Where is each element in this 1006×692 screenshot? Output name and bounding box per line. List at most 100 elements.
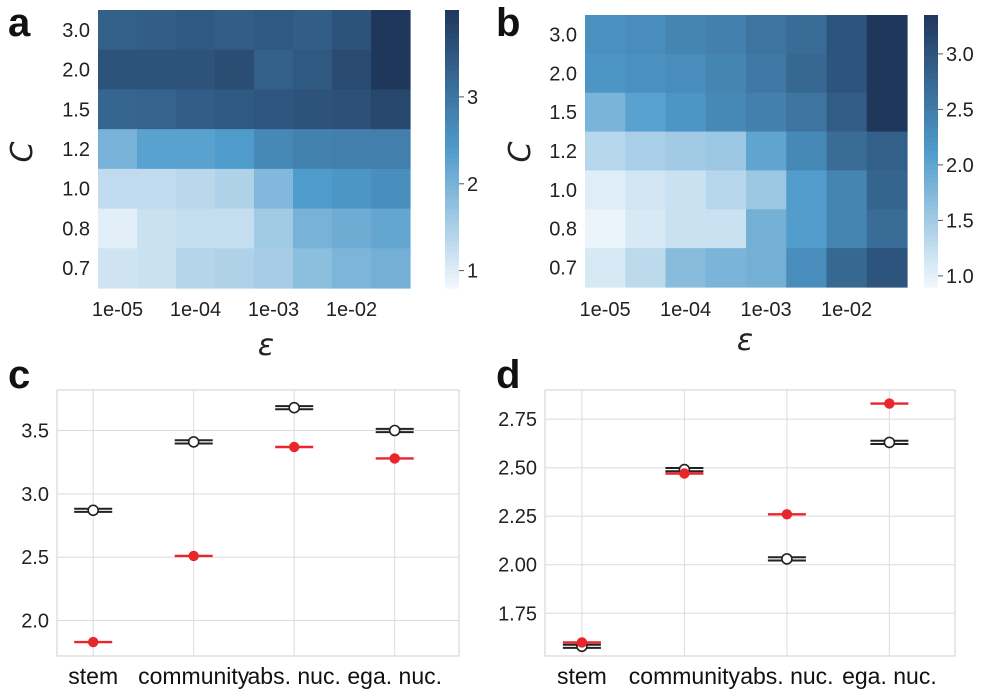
heatmap-cell	[371, 168, 411, 210]
colorbar-segment	[924, 214, 938, 220]
y-tick-label: 1.0	[62, 179, 90, 201]
colorbar-segment	[445, 111, 459, 118]
colorbar-segment	[445, 209, 459, 215]
x-tick-label: 1e-04	[660, 299, 711, 321]
heatmap-cell	[254, 129, 294, 170]
heatmap-cell	[585, 92, 626, 133]
heatmap-cell	[826, 15, 868, 55]
colorbar-tick-label: 1.0	[946, 266, 974, 288]
colorbar-tick-label: 3	[467, 87, 478, 109]
colorbar-segment	[924, 219, 938, 225]
colorbar-segment	[924, 73, 938, 80]
colorbar-segment	[924, 101, 938, 107]
colorbar-segment	[445, 264, 459, 271]
colorbar-segment	[445, 70, 459, 76]
colorbar-segment	[445, 167, 459, 173]
colorbar-segment	[924, 37, 938, 43]
heatmap-cell	[826, 53, 868, 94]
heatmap-cell	[625, 53, 667, 94]
heatmap-cell	[371, 89, 411, 130]
heatmap-cell	[215, 10, 255, 51]
heatmap-cell	[98, 129, 138, 170]
colorbar-segment	[445, 204, 459, 210]
heatmap-cell	[215, 89, 255, 130]
heatmap-cell	[176, 49, 216, 91]
y-tick-label: 2.25	[498, 506, 537, 528]
heatmap-cell	[137, 248, 177, 289]
y-tick-label: 1.2	[549, 141, 577, 163]
colorbar-segment	[924, 55, 938, 61]
colorbar-segment	[924, 196, 938, 202]
heatmap-cell	[786, 131, 828, 172]
x-tick-label: 1e-02	[821, 299, 872, 321]
heatmap-cell	[332, 248, 372, 289]
heatmap-cell	[746, 15, 787, 55]
colorbar-segment	[924, 87, 938, 93]
colorbar-segment	[924, 51, 938, 57]
heatmap-cell	[176, 89, 216, 130]
colorbar-segment	[924, 137, 938, 143]
heatmap-cell	[332, 208, 372, 249]
colorbar-segment	[924, 209, 938, 216]
colorbar-segment	[924, 191, 938, 197]
colorbar-segment	[445, 186, 459, 192]
heatmap-cell	[215, 49, 255, 91]
colorbar-segment	[924, 146, 938, 152]
heatmap-cell	[786, 170, 828, 210]
heatmap-cell	[826, 170, 868, 210]
colorbar-segment	[445, 250, 459, 257]
heatmap-cell	[826, 248, 868, 288]
heatmap-cell	[332, 89, 372, 130]
heatmap-cell	[665, 209, 707, 249]
colorbar-segment	[924, 92, 938, 98]
heatmap-cell	[746, 53, 787, 94]
colorbar-segment	[445, 153, 459, 159]
colorbar-segment	[445, 102, 459, 108]
heatmap-cell	[585, 248, 626, 288]
colorbar-segment	[445, 98, 459, 104]
x-axis-label: ε	[737, 323, 753, 358]
heatmap-cell	[254, 168, 294, 210]
heatmap-cell	[705, 209, 747, 249]
heatmap-cell	[665, 92, 707, 133]
heatmap-cell	[215, 208, 255, 249]
heatmap-cell	[705, 53, 747, 94]
panel-a: 3.0 2.0 1.5 1.2 1.0 0.8 0.71e-05 1e-04 1e-03 1e-0…	[5, 10, 478, 363]
colorbar-segment	[445, 79, 459, 85]
x-tick-label: 1e-03	[248, 299, 299, 321]
heatmap-cell	[332, 10, 372, 51]
heatmap-cell	[625, 131, 667, 172]
colorbar-segment	[924, 141, 938, 148]
category-label: stem	[68, 663, 118, 689]
colorbar-segment	[924, 228, 938, 234]
colorbar-segment	[445, 237, 459, 243]
data-point-filled	[289, 441, 300, 453]
colorbar-segment	[445, 246, 459, 252]
colorbar-segment	[924, 78, 938, 84]
colorbar-tick-label: 1	[467, 261, 478, 283]
heatmap-cell	[176, 129, 216, 170]
heatmap-cell	[293, 168, 333, 210]
colorbar-segment	[924, 178, 938, 184]
y-tick-label: 2.0	[21, 611, 49, 633]
heatmap-cell	[866, 53, 908, 94]
colorbar-segment	[445, 278, 459, 284]
y-tick-label: 1.5	[549, 102, 577, 124]
y-tick-label: 0.7	[549, 258, 577, 280]
colorbar-segment	[445, 218, 459, 224]
colorbar-tick-label: 2.0	[946, 155, 974, 177]
colorbar-segment	[924, 246, 938, 252]
y-tick-label: 0.8	[62, 218, 90, 240]
heatmap-cell	[746, 92, 787, 133]
panel-label-d: d	[496, 353, 520, 397]
x-tick-label: 1e-03	[741, 299, 792, 321]
colorbar-segment	[445, 260, 459, 266]
data-point-filled	[679, 468, 690, 479]
colorbar-segment	[924, 46, 938, 52]
heatmap-cell	[665, 131, 707, 172]
data-point-open	[388, 424, 401, 437]
colorbar-segment	[924, 255, 938, 261]
data-point-filled	[188, 550, 199, 562]
y-tick-label: 3.5	[21, 421, 49, 443]
category-label: ega. nuc.	[842, 663, 937, 689]
